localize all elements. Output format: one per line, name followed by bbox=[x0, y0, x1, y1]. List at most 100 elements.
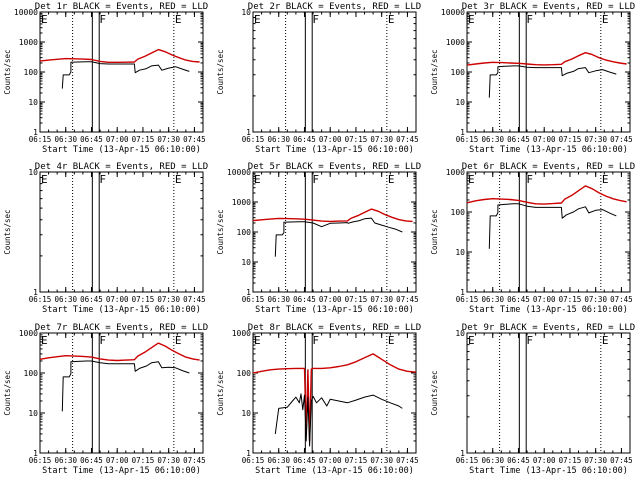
x-tick-label: 07:15 bbox=[132, 456, 155, 465]
y-tick-label: 100 bbox=[237, 228, 252, 237]
x-axis-label: Start Time (13-Apr-15 06:10:00) bbox=[255, 145, 414, 155]
y-tick-label: 1 bbox=[246, 449, 251, 458]
chart-title: Det 3r BLACK = Events, RED = LLD bbox=[462, 2, 635, 12]
x-tick-label: 06:45 bbox=[80, 135, 103, 144]
x-tick-label: 06:45 bbox=[293, 135, 316, 144]
y-tick-label: 100 bbox=[237, 369, 252, 378]
y-tick-label: 1000 bbox=[19, 38, 38, 47]
x-tick-label: 07:30 bbox=[370, 135, 393, 144]
marker-label-f-1: F bbox=[312, 173, 319, 186]
x-tick-label: 07:30 bbox=[370, 295, 393, 304]
x-tick-label: 06:15 bbox=[29, 135, 52, 144]
y-tick-label: 1 bbox=[33, 288, 38, 297]
plot-frame bbox=[466, 332, 631, 454]
y-axis-label: Counts/sec bbox=[216, 49, 225, 94]
x-tick-label: 06:30 bbox=[54, 295, 77, 304]
y-tick-label: 1000 bbox=[232, 329, 251, 338]
x-axis-label: Start Time (13-Apr-15 06:10:00) bbox=[42, 145, 201, 155]
x-tick-label: 06:45 bbox=[507, 295, 530, 304]
chart-title: Det 2r BLACK = Events, RED = LLD bbox=[248, 2, 421, 12]
marker-label-e-2: E bbox=[602, 173, 609, 186]
series-line-lld bbox=[466, 52, 627, 66]
series-line-lld bbox=[252, 353, 417, 442]
marker-label-e-2: E bbox=[175, 334, 182, 347]
x-axis-label: Start Time (13-Apr-15 06:10:00) bbox=[469, 305, 628, 315]
x-tick-label: 06:45 bbox=[293, 295, 316, 304]
x-tick-label: 06:45 bbox=[293, 456, 316, 465]
x-tick-label: 06:30 bbox=[54, 456, 77, 465]
x-tick-label: 07:00 bbox=[106, 135, 129, 144]
x-tick-label: 07:15 bbox=[345, 135, 368, 144]
x-tick-label: 06:15 bbox=[242, 135, 265, 144]
x-tick-label: 06:15 bbox=[242, 295, 265, 304]
x-tick-label: 06:30 bbox=[481, 456, 504, 465]
chart-title: Det 4r BLACK = Events, RED = LLD bbox=[35, 162, 208, 172]
x-tick-label: 07:15 bbox=[559, 135, 582, 144]
y-tick-label: 100 bbox=[451, 68, 466, 77]
x-tick-label: 06:15 bbox=[242, 456, 265, 465]
x-tick-label: 06:15 bbox=[456, 456, 479, 465]
y-axis-label: Counts/sec bbox=[430, 370, 439, 415]
y-tick-label: 100 bbox=[451, 208, 466, 217]
marker-label-e-0: E bbox=[254, 173, 261, 186]
marker-label-e-2: E bbox=[175, 173, 182, 186]
y-axis-label: Counts/sec bbox=[216, 209, 225, 254]
x-tick-label: 07:30 bbox=[157, 456, 180, 465]
series-line-events bbox=[61, 360, 190, 412]
plot-frame bbox=[252, 11, 417, 133]
x-tick-label: 06:30 bbox=[267, 295, 290, 304]
y-tick-label: 10 bbox=[28, 168, 38, 177]
y-tick-label: 10 bbox=[28, 409, 38, 418]
y-tick-label: 1 bbox=[460, 449, 465, 458]
x-tick-label: 06:30 bbox=[481, 135, 504, 144]
y-tick-label: 10 bbox=[455, 329, 465, 338]
x-tick-label: 07:45 bbox=[610, 295, 633, 304]
x-tick-label: 06:15 bbox=[456, 295, 479, 304]
x-tick-label: 07:45 bbox=[396, 295, 419, 304]
y-axis-label: Counts/sec bbox=[430, 49, 439, 94]
chart-title: Det 7r BLACK = Events, RED = LLD bbox=[35, 323, 208, 333]
x-tick-label: 07:15 bbox=[132, 135, 155, 144]
y-axis-label: Counts/sec bbox=[3, 370, 12, 415]
y-tick-label: 1 bbox=[33, 449, 38, 458]
y-tick-label: 10 bbox=[241, 258, 251, 267]
x-tick-label: 07:30 bbox=[370, 456, 393, 465]
x-tick-label: 07:30 bbox=[157, 135, 180, 144]
x-tick-label: 06:30 bbox=[54, 135, 77, 144]
y-tick-label: 1 bbox=[33, 128, 38, 137]
x-tick-label: 07:00 bbox=[533, 135, 556, 144]
chart-title: Det 9r BLACK = Events, RED = LLD bbox=[462, 323, 635, 333]
x-tick-label: 07:00 bbox=[106, 295, 129, 304]
y-tick-label: 1 bbox=[460, 128, 465, 137]
x-tick-label: 06:45 bbox=[507, 456, 530, 465]
y-tick-label: 10 bbox=[241, 409, 251, 418]
plot-frame bbox=[39, 332, 204, 454]
x-axis-label: Start Time (13-Apr-15 06:10:00) bbox=[42, 305, 201, 315]
y-tick-label: 100 bbox=[24, 68, 39, 77]
marker-label-e-0: E bbox=[254, 334, 261, 347]
marker-label-f-1: F bbox=[526, 13, 533, 26]
x-tick-label: 07:45 bbox=[183, 456, 206, 465]
chart-title: Det 5r BLACK = Events, RED = LLD bbox=[248, 162, 421, 172]
series-line-events bbox=[274, 393, 403, 447]
marker-label-e-0: E bbox=[254, 13, 261, 26]
x-tick-label: 07:45 bbox=[610, 135, 633, 144]
x-tick-label: 07:00 bbox=[319, 295, 342, 304]
series-line-events bbox=[488, 65, 617, 98]
marker-label-e-2: E bbox=[602, 334, 609, 347]
plot-frame bbox=[39, 11, 204, 133]
x-axis-label: Start Time (13-Apr-15 06:10:00) bbox=[255, 305, 414, 315]
x-tick-label: 06:15 bbox=[29, 295, 52, 304]
x-tick-label: 07:30 bbox=[157, 295, 180, 304]
x-axis-label: Start Time (13-Apr-15 06:10:00) bbox=[469, 466, 628, 476]
marker-label-f-1: F bbox=[526, 334, 533, 347]
plot-frame bbox=[466, 11, 631, 133]
x-tick-label: 07:45 bbox=[183, 295, 206, 304]
marker-label-e-0: E bbox=[41, 334, 48, 347]
x-tick-label: 07:15 bbox=[345, 295, 368, 304]
plot-frame bbox=[252, 171, 417, 293]
